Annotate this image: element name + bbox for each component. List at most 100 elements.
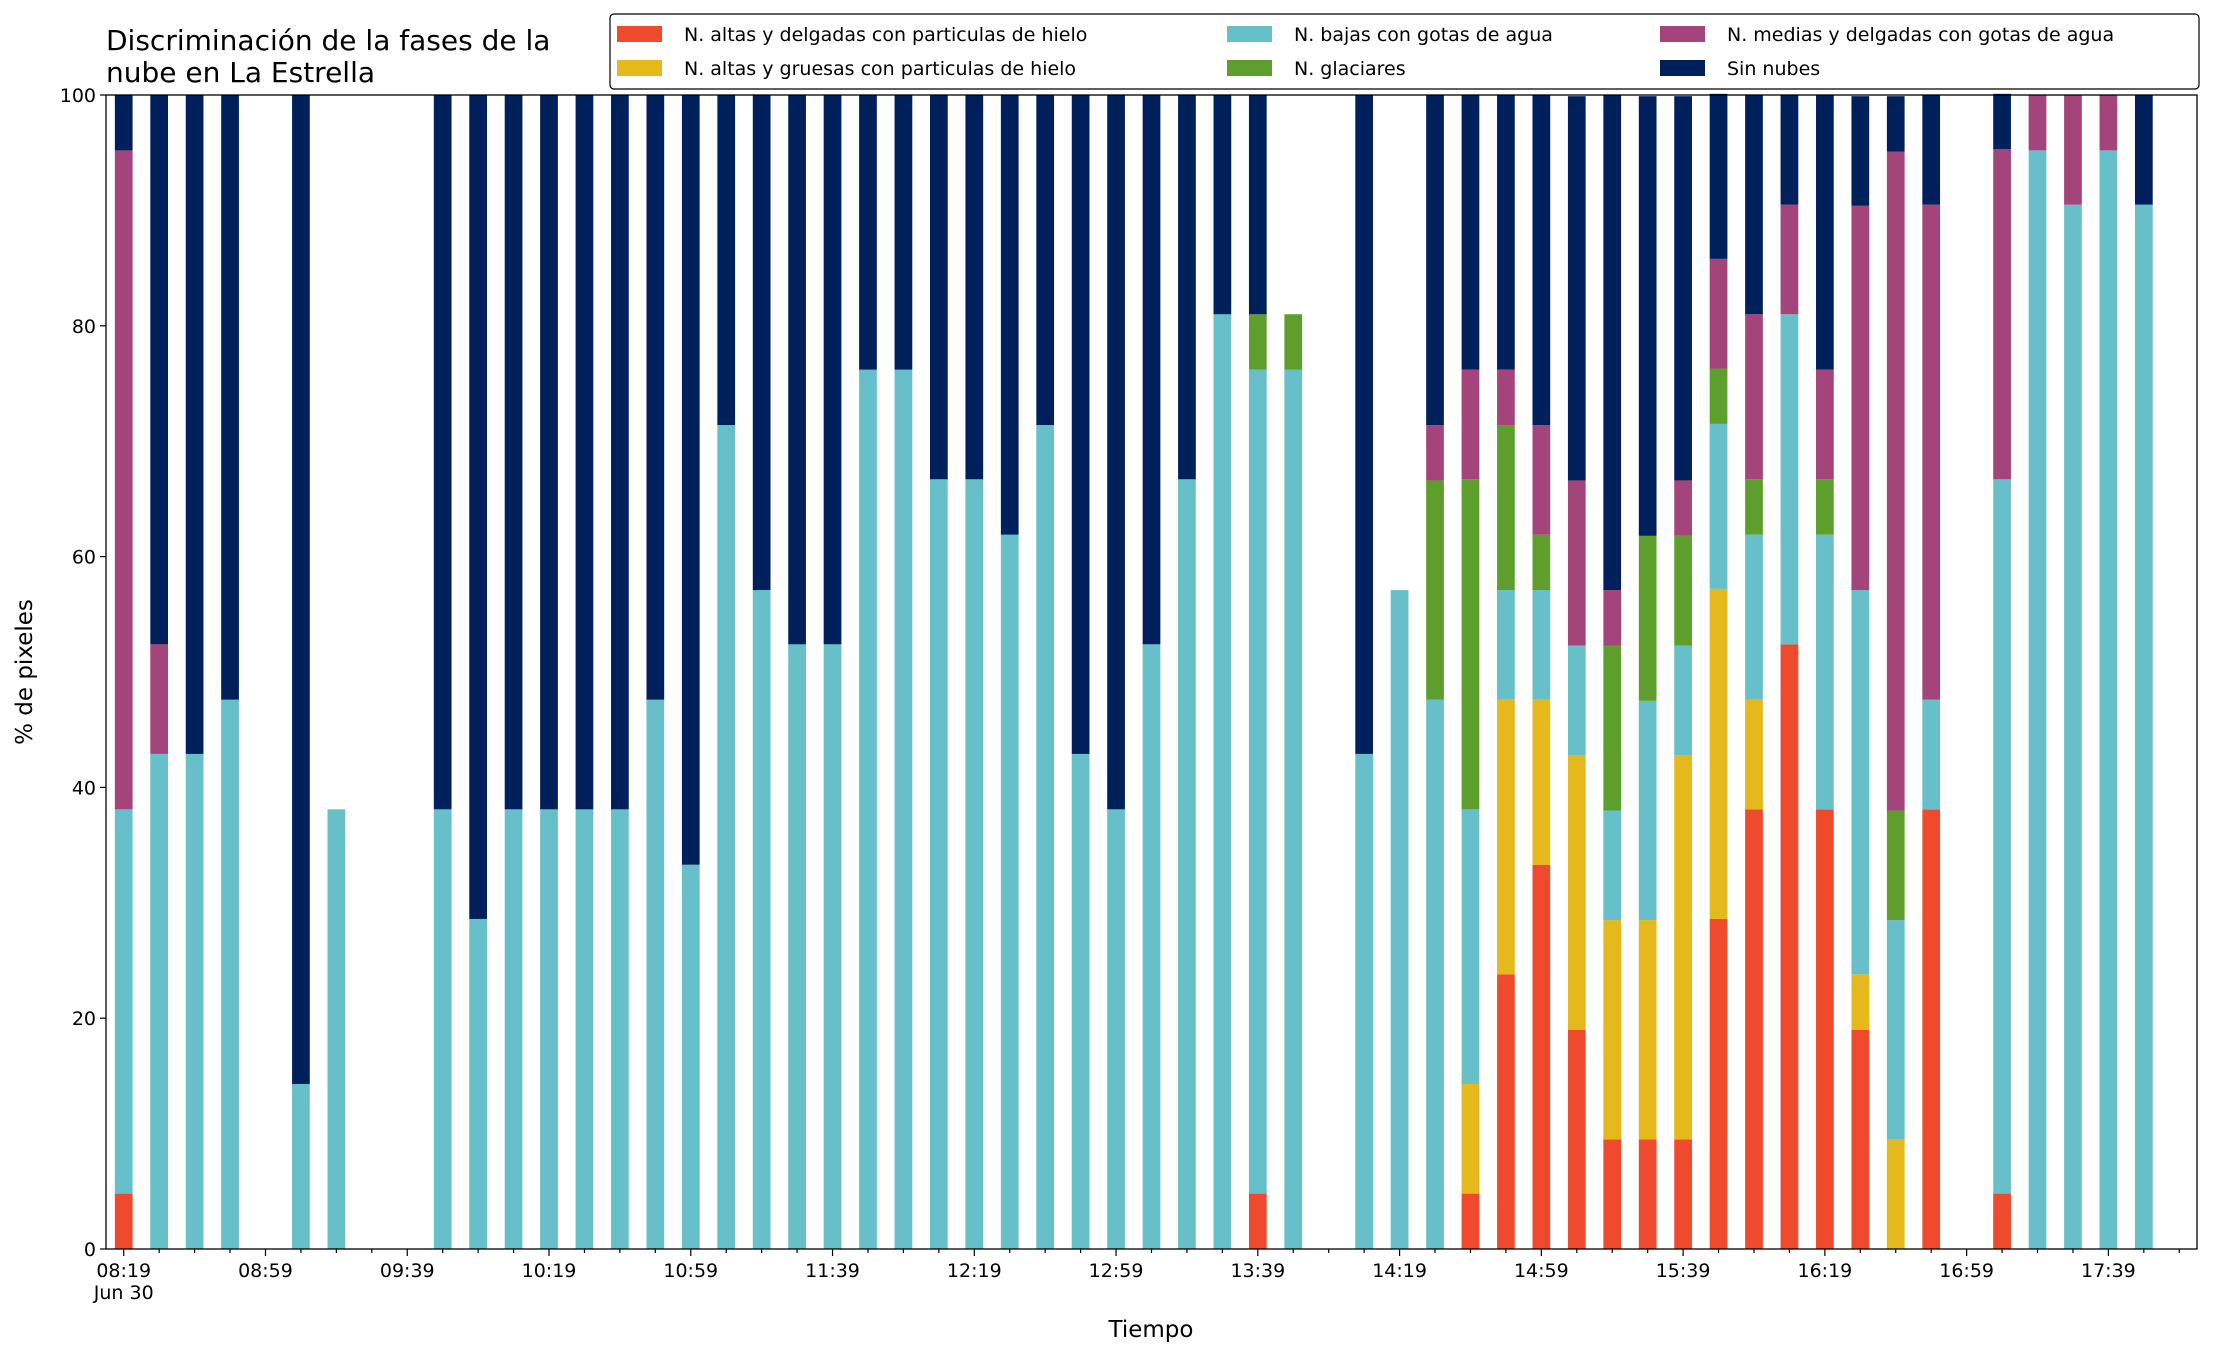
- bar-segment: [1674, 1139, 1692, 1249]
- bar-segment: [1886, 1139, 1905, 1249]
- bar-segment: [1745, 479, 1763, 535]
- legend-label: N. bajas con gotas de agua: [1294, 24, 1553, 46]
- bar-segment: [185, 753, 204, 1249]
- bar-segment: [1497, 425, 1515, 591]
- bar-segment: [1851, 1029, 1870, 1249]
- x-tick-label: 12:19: [947, 1260, 1002, 1282]
- bar-segment: [1248, 1193, 1267, 1249]
- bar-segment: [1213, 314, 1232, 1249]
- bar-segment: [788, 644, 806, 1249]
- bar-segment: [2099, 95, 2118, 151]
- bar-segment: [1426, 480, 1444, 700]
- bar-segment: [646, 699, 665, 1249]
- bar-segment: [1178, 479, 1196, 1250]
- bar-segment: [1674, 645, 1692, 756]
- bar-segment: [1497, 699, 1515, 975]
- bar-segment: [681, 95, 700, 865]
- x-tick-label: 11:39: [805, 1260, 860, 1282]
- bar-segment: [1709, 258, 1728, 369]
- bar-segment: [1390, 590, 1409, 1249]
- bar-segment: [2028, 150, 2047, 1250]
- bar-segment: [611, 95, 629, 810]
- x-tick-label: 08:59: [238, 1260, 293, 1282]
- bar-segment: [1745, 314, 1763, 480]
- bar-segment: [221, 699, 239, 1249]
- bar-segment: [1603, 95, 1622, 591]
- bar-segment: [1638, 535, 1657, 701]
- bar-segment: [1709, 423, 1728, 589]
- legend-label: N. altas y delgadas con particulas de hi…: [684, 24, 1087, 46]
- bar-segment: [469, 918, 487, 1249]
- bar-segment: [1745, 95, 1763, 315]
- y-tick-label: 80: [72, 316, 96, 338]
- bar-segment: [1993, 93, 2011, 150]
- x-tick-label: 12:59: [1089, 1260, 1144, 1282]
- bar-segment: [1532, 534, 1551, 591]
- bar-segment: [1461, 369, 1480, 480]
- bar-segment: [185, 95, 204, 754]
- bar-segment: [1674, 755, 1692, 1140]
- bar-segment: [469, 95, 487, 919]
- bar-segment: [1532, 699, 1551, 865]
- legend-box: [609, 13, 2200, 90]
- bar-segment: [1248, 369, 1267, 1194]
- y-tick-label: 40: [72, 777, 96, 799]
- bar-segment: [1851, 96, 1870, 206]
- plot-frame: [105, 94, 2198, 1250]
- bar-segment: [1248, 314, 1267, 370]
- bar-segment: [1603, 590, 1622, 646]
- bar-segment: [1851, 974, 1870, 1030]
- x-tick-label: 14:59: [1514, 1260, 1569, 1282]
- bar-segment: [823, 95, 842, 645]
- bar-segment: [1780, 95, 1799, 205]
- bar-segment: [1355, 95, 1374, 754]
- bar-segment: [1709, 368, 1728, 424]
- bar-segment: [1674, 96, 1692, 481]
- bar-segment: [1816, 479, 1834, 535]
- legend-swatch: [1227, 60, 1272, 76]
- bar-segment: [1532, 864, 1551, 1249]
- bar-segment: [114, 95, 133, 151]
- bar-segment: [1709, 93, 1728, 259]
- x-tick-label: 16:59: [1939, 1260, 1994, 1282]
- bar-segment: [1851, 205, 1870, 591]
- bar-segment: [1284, 314, 1303, 370]
- bar-segment: [1638, 700, 1657, 921]
- bar-segment: [1532, 590, 1551, 700]
- bar-segment: [2134, 204, 2153, 1249]
- bar-segment: [823, 644, 842, 1249]
- bar-segment: [150, 753, 169, 1249]
- bar-segment: [1178, 95, 1196, 480]
- bar-segment: [965, 95, 984, 480]
- bar-segment: [1567, 96, 1586, 481]
- bar-segment: [1851, 590, 1870, 975]
- bar-segment: [1142, 644, 1161, 1249]
- bar-segment: [1780, 644, 1799, 1249]
- bar-segment: [2064, 204, 2082, 1249]
- bar-segment: [2028, 95, 2047, 151]
- bar-segment: [1603, 810, 1622, 921]
- bar-segment: [1886, 810, 1905, 921]
- bar-segment: [1284, 369, 1303, 1250]
- bar-segment: [1497, 95, 1515, 370]
- bar-segment: [1674, 535, 1692, 646]
- bar-segment: [150, 644, 169, 754]
- bar-segment: [1567, 755, 1586, 1030]
- bar-segment: [894, 369, 913, 1250]
- bar-segment: [221, 95, 239, 700]
- bar-segment: [1674, 480, 1692, 536]
- bar-segment: [1000, 95, 1019, 535]
- bar-segment: [894, 95, 913, 370]
- bar-segment: [327, 809, 346, 1249]
- bar-segment: [1461, 1083, 1480, 1194]
- y-tick-label: 0: [84, 1239, 96, 1261]
- bar-segment: [1036, 425, 1055, 1249]
- bar-segment: [1816, 369, 1834, 480]
- bar-segment: [575, 95, 594, 810]
- bar-segment: [1532, 95, 1551, 426]
- bar-segment: [1638, 920, 1657, 1140]
- bar-segment: [1638, 96, 1657, 536]
- bar-segment: [717, 95, 736, 426]
- bar-segment: [965, 479, 984, 1250]
- bar-segment: [2099, 150, 2118, 1250]
